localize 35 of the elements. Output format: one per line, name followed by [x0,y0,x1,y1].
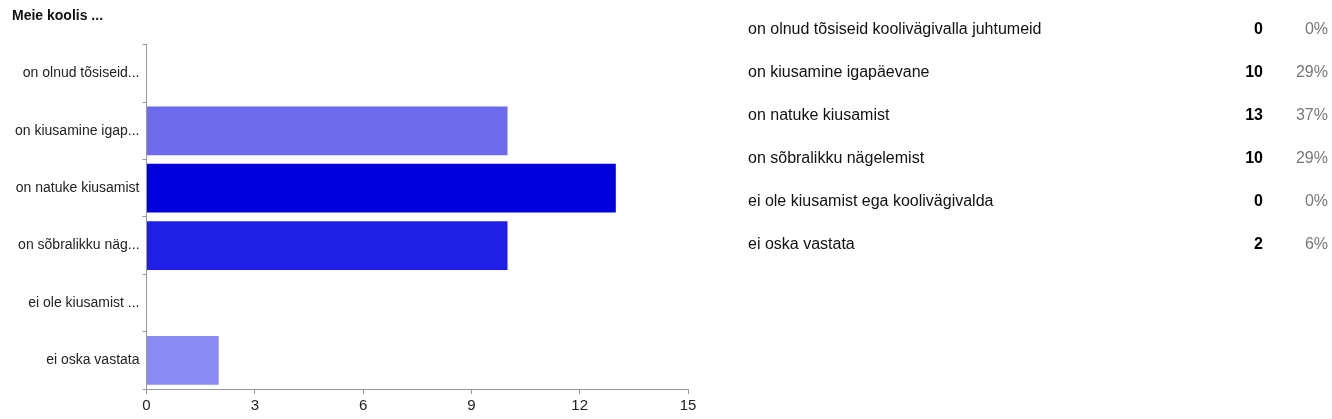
x-tick-label: 9 [467,396,476,414]
category-label: ei oska vastata [748,235,856,253]
data-label: 0% [1303,192,1328,210]
data-label: 2 [1253,235,1263,253]
data-label: 10 [1244,149,1263,167]
x-tick-label: 15 [679,396,697,414]
data-label: 10 [1244,63,1263,81]
y-tick-label: on olnud tõsiseid... [22,64,140,81]
category-label: on sõbralikku nägelemist [748,149,926,167]
x-tick-label: 0 [142,396,151,414]
data-label: 0 [1253,20,1263,38]
y-tick-label: on kiusamine igap... [14,121,140,138]
category-label: ei ole kiusamist ega koolivägivalda [748,192,995,210]
data-label: 0 [1253,192,1263,210]
data-label: 29% [1294,63,1328,81]
category-label: on kiusamine igapäevane [748,63,931,81]
bar [147,221,508,270]
bar [147,163,616,213]
x-tick-label: 6 [358,396,368,414]
chart-title: Meie koolis ... [12,7,104,24]
data-label: 0% [1303,20,1328,38]
bar [147,106,508,156]
x-tick-label: 12 [571,396,589,414]
y-tick-label: ei oska vastata [46,351,140,368]
category-label: on olnud tõsiseid koolivägivalla juhtumeid [748,20,1043,38]
data-label: 29% [1294,149,1328,167]
data-label: 6% [1303,235,1328,253]
y-tick-label: ei ole kiusamist ... [28,293,140,310]
y-tick-label: on natuke kiusamist [15,179,140,196]
category-label: on natuke kiusamist [748,106,891,124]
data-label: 13 [1244,106,1263,124]
data-label: 37% [1294,106,1328,124]
bar [147,335,219,385]
y-tick-label: on sõbralikku näg... [18,236,140,253]
x-tick-label: 3 [250,396,259,414]
